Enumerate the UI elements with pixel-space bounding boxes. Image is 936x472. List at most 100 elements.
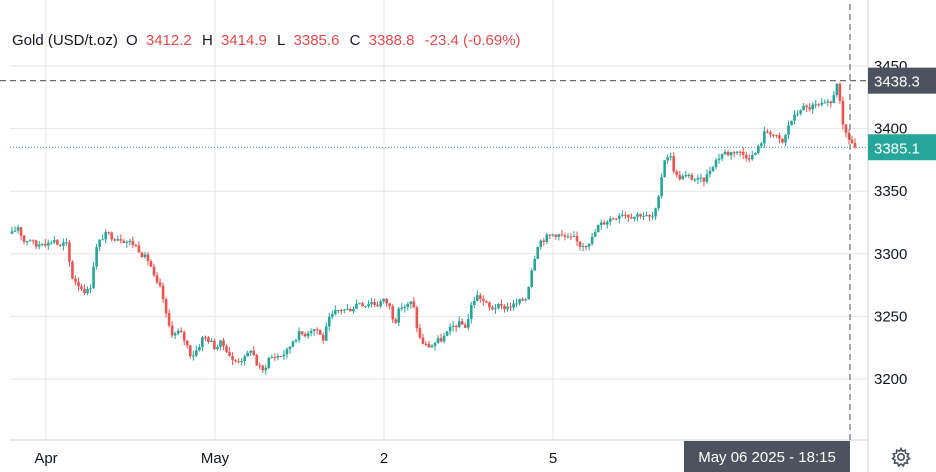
candle-body (273, 357, 277, 359)
candle-body (590, 236, 594, 244)
last-price-badge (868, 134, 936, 161)
candle-body (330, 314, 334, 317)
candle-body (690, 174, 694, 180)
y-tick-label: 3300 (874, 246, 907, 263)
legend-title: Gold (USD/t.oz) (12, 32, 118, 49)
legend: Gold (USD/t.oz) O 3412.2 H 3414.9 L 3385… (12, 32, 527, 49)
candle-body (131, 240, 135, 245)
candle-body (723, 151, 727, 155)
candle-body (838, 83, 842, 101)
legend-low-value: 3385.6 (293, 32, 340, 49)
candle-body (560, 234, 564, 236)
candle-body (373, 302, 376, 306)
candle-body (164, 299, 168, 314)
candle-body (424, 343, 428, 345)
candle-body (660, 177, 663, 197)
candle-body (49, 242, 53, 244)
candle-body (769, 132, 772, 135)
candle-body (418, 328, 422, 338)
candle-body (243, 356, 246, 361)
candle-body (228, 352, 231, 357)
candle-body (430, 345, 434, 348)
candle-body (146, 254, 150, 262)
candle-body (385, 298, 388, 304)
candle-body (219, 340, 222, 347)
candle-body (25, 241, 29, 243)
candle-body (454, 325, 458, 328)
x-tick-label: May (201, 450, 230, 467)
candle-body (696, 178, 700, 180)
candle-body (294, 340, 298, 342)
candle-body (509, 306, 512, 308)
candle-body (143, 254, 147, 257)
candle-body (624, 214, 627, 216)
candle-body (234, 360, 237, 362)
candle-body (578, 241, 582, 247)
candle-body (83, 288, 86, 294)
candle-body (602, 222, 606, 225)
candle-body (494, 308, 497, 310)
candle-body (77, 281, 80, 287)
candle-body (334, 310, 337, 315)
candle-body (394, 319, 398, 323)
candle-body (808, 107, 811, 110)
candle-body (491, 307, 494, 310)
candle-body (778, 135, 781, 139)
candle-body (832, 95, 836, 104)
candle-body (744, 154, 748, 159)
candle-body (173, 333, 177, 336)
candle-body (784, 134, 787, 143)
candle-body (249, 350, 252, 353)
candle-body (596, 224, 600, 233)
candle-body (536, 247, 540, 259)
candle-body (672, 156, 676, 172)
candle-body (101, 239, 104, 241)
candle-body (31, 240, 35, 242)
candle-body (618, 215, 621, 219)
candle-body (198, 347, 201, 351)
candle-body (176, 330, 180, 334)
candle-body (355, 303, 358, 309)
legend-change-value: -23.4 (-0.69%) (424, 32, 521, 49)
candle-body (669, 156, 672, 158)
candle-body (512, 303, 515, 308)
candle-body (318, 329, 322, 335)
candle-body (796, 113, 799, 115)
candle-body (726, 151, 730, 156)
candle-body (191, 355, 195, 357)
candle-body (122, 240, 126, 244)
candle-body (633, 216, 636, 219)
candle-body (569, 236, 573, 238)
legend-close-label: C (349, 32, 361, 49)
candle-body (472, 300, 476, 305)
y-tick-label: 3250 (874, 308, 907, 325)
candle-body (337, 310, 340, 312)
candle-body (421, 337, 425, 344)
candle-body (711, 167, 715, 172)
settings-gear-icon[interactable] (890, 446, 912, 468)
candle-body (92, 266, 95, 289)
candle-body (95, 247, 98, 267)
candle-body (216, 346, 219, 350)
last-price-label: 3385.1 (874, 140, 920, 157)
candle-body (738, 151, 742, 153)
candle-body (300, 331, 304, 334)
legend-close-value: 3388.8 (368, 32, 415, 49)
candle-body (80, 286, 83, 289)
candle-body (340, 310, 343, 312)
candle-body (732, 152, 736, 154)
candle-body (593, 232, 597, 237)
candle-body (179, 330, 183, 333)
candle-body (403, 307, 407, 309)
candle-body (678, 174, 682, 180)
candle-body (276, 356, 280, 358)
legend-high-value: 3414.9 (220, 32, 267, 49)
candle-body (68, 242, 71, 262)
candle-body (37, 244, 41, 247)
candle-body (766, 131, 769, 133)
candle-body (608, 218, 612, 222)
candle-body (343, 309, 346, 311)
candle-body (684, 175, 688, 177)
